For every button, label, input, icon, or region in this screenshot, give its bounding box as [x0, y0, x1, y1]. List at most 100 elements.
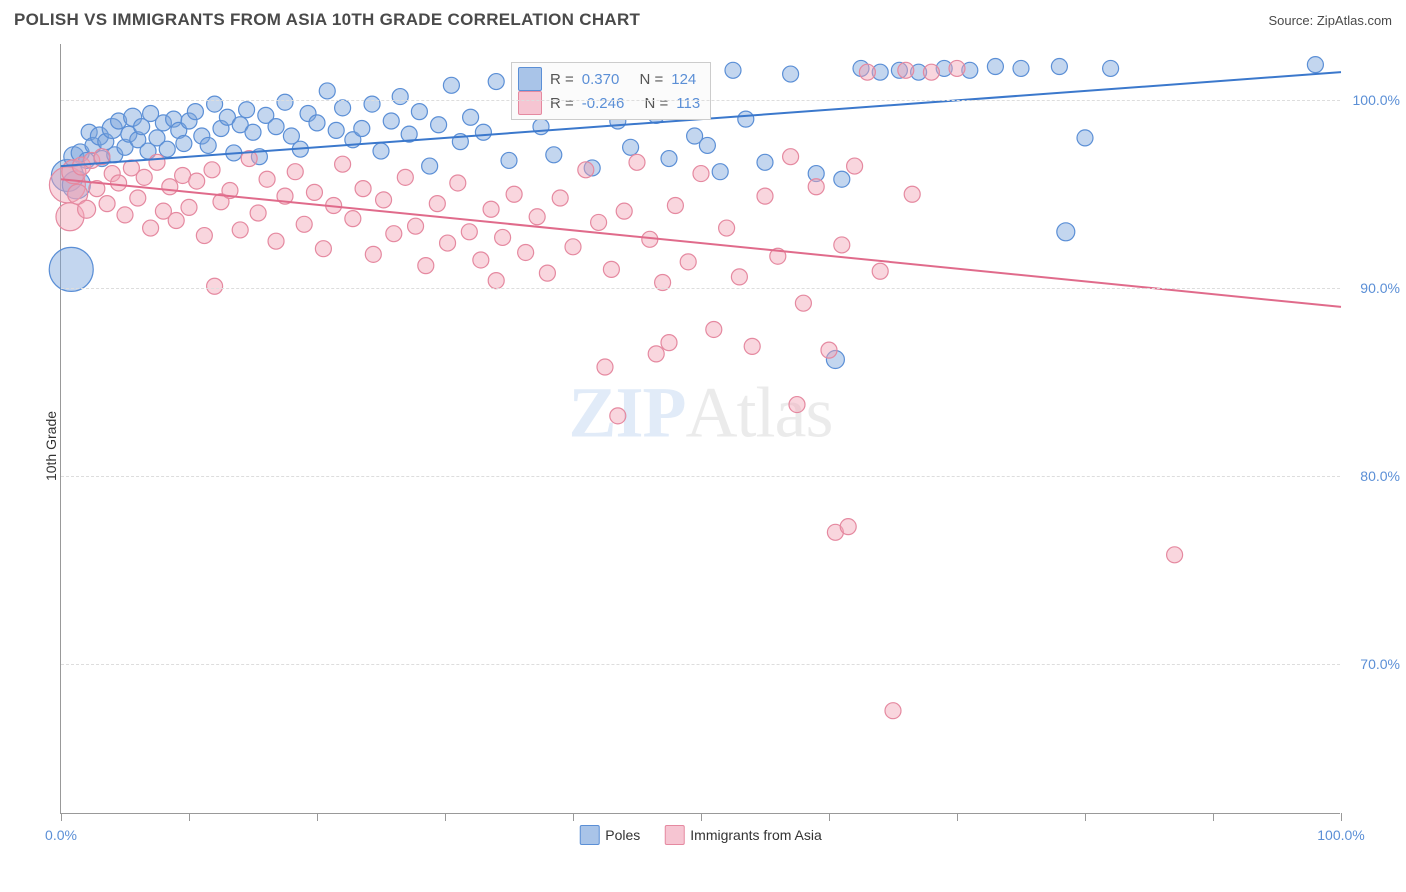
scatter-point-asia	[386, 226, 402, 242]
scatter-point-asia	[495, 229, 511, 245]
scatter-point-poles	[354, 121, 370, 137]
scatter-point-asia	[949, 60, 965, 76]
scatter-point-poles	[757, 154, 773, 170]
scatter-point-asia	[355, 181, 371, 197]
scatter-point-asia	[847, 158, 863, 174]
scatter-point-asia	[923, 64, 939, 80]
legend-swatch-poles	[579, 825, 599, 845]
scatter-point-asia	[117, 207, 133, 223]
stats-n-asia: 113	[676, 95, 700, 112]
scatter-point-poles	[319, 83, 335, 99]
x-tick-label: 100.0%	[1317, 827, 1364, 843]
stats-r-prefix: R =	[550, 95, 574, 112]
scatter-point-asia	[795, 295, 811, 311]
correlation-stats-box: R = 0.370 N = 124 R = -0.246 N = 113	[511, 62, 711, 120]
scatter-point-asia	[306, 184, 322, 200]
scatter-point-asia	[648, 346, 664, 362]
scatter-point-asia	[461, 224, 477, 240]
scatter-point-asia	[578, 162, 594, 178]
y-tick-label: 100.0%	[1353, 92, 1400, 108]
legend-swatch-asia	[664, 825, 684, 845]
scatter-point-poles	[463, 109, 479, 125]
legend-item-poles: Poles	[579, 825, 640, 845]
scatter-point-asia	[111, 175, 127, 191]
scatter-point-poles	[623, 139, 639, 155]
scatter-point-asia	[783, 149, 799, 165]
scatter-point-poles	[1077, 130, 1093, 146]
scatter-point-asia	[591, 214, 607, 230]
stats-row-poles: R = 0.370 N = 124	[518, 67, 700, 91]
x-tick	[1085, 813, 1086, 821]
scatter-point-asia	[518, 244, 534, 260]
scatter-point-poles	[475, 124, 491, 140]
gridline-h	[61, 100, 1340, 101]
scatter-point-asia	[506, 186, 522, 202]
scatter-point-asia	[597, 359, 613, 375]
scatter-point-asia	[130, 190, 146, 206]
scatter-point-poles	[309, 115, 325, 131]
gridline-h	[61, 288, 1340, 289]
gridline-h	[61, 476, 1340, 477]
scatter-point-poles	[431, 117, 447, 133]
scatter-svg	[61, 44, 1340, 813]
scatter-point-asia	[552, 190, 568, 206]
scatter-point-asia	[250, 205, 266, 221]
stats-swatch-poles	[518, 67, 542, 91]
scatter-point-poles	[987, 59, 1003, 75]
chart-title: POLISH VS IMMIGRANTS FROM ASIA 10TH GRAD…	[14, 10, 640, 30]
scatter-point-asia	[808, 179, 824, 195]
scatter-point-asia	[603, 261, 619, 277]
x-tick	[1341, 813, 1342, 821]
scatter-point-asia	[315, 241, 331, 257]
scatter-point-asia	[143, 220, 159, 236]
scatter-point-poles	[383, 113, 399, 129]
legend-label-asia: Immigrants from Asia	[690, 827, 821, 843]
y-axis-label: 10th Grade	[43, 411, 59, 481]
scatter-point-asia	[418, 258, 434, 274]
bottom-legend: Poles Immigrants from Asia	[579, 825, 822, 845]
chart-plot-area: ZIPAtlas R = 0.370 N = 124 R = -0.246 N …	[60, 44, 1340, 814]
scatter-point-asia	[168, 213, 184, 229]
x-tick	[573, 813, 574, 821]
scatter-point-asia	[680, 254, 696, 270]
scatter-point-poles	[834, 171, 850, 187]
scatter-point-poles	[488, 74, 504, 90]
scatter-point-asia	[429, 196, 445, 212]
scatter-point-asia	[744, 338, 760, 354]
scatter-point-asia	[99, 196, 115, 212]
scatter-point-asia	[706, 321, 722, 337]
scatter-point-asia	[408, 218, 424, 234]
scatter-point-poles	[712, 164, 728, 180]
scatter-point-asia	[904, 186, 920, 202]
scatter-point-asia	[149, 154, 165, 170]
scatter-point-poles	[268, 119, 284, 135]
scatter-point-poles	[364, 96, 380, 112]
scatter-point-asia	[204, 162, 220, 178]
scatter-point-asia	[667, 198, 683, 214]
scatter-point-asia	[859, 64, 875, 80]
scatter-point-poles	[335, 100, 351, 116]
scatter-point-poles	[207, 96, 223, 112]
scatter-point-poles	[277, 94, 293, 110]
source-label: Source: ZipAtlas.com	[1268, 13, 1392, 28]
scatter-point-asia	[661, 335, 677, 351]
stats-swatch-asia	[518, 91, 542, 115]
scatter-point-poles	[699, 137, 715, 153]
scatter-point-asia	[376, 192, 392, 208]
scatter-point-poles	[373, 143, 389, 159]
x-tick	[61, 813, 62, 821]
y-tick-label: 90.0%	[1360, 280, 1400, 296]
scatter-point-poles	[661, 151, 677, 167]
x-tick	[189, 813, 190, 821]
scatter-point-asia	[483, 201, 499, 217]
scatter-point-asia	[872, 263, 888, 279]
stats-r-prefix: R =	[550, 71, 574, 88]
scatter-point-poles	[245, 124, 261, 140]
scatter-point-asia	[529, 209, 545, 225]
scatter-point-poles	[187, 104, 203, 120]
scatter-point-asia	[840, 519, 856, 535]
scatter-point-poles	[1013, 60, 1029, 76]
scatter-point-asia	[539, 265, 555, 281]
x-tick	[317, 813, 318, 821]
scatter-point-poles	[1051, 59, 1067, 75]
